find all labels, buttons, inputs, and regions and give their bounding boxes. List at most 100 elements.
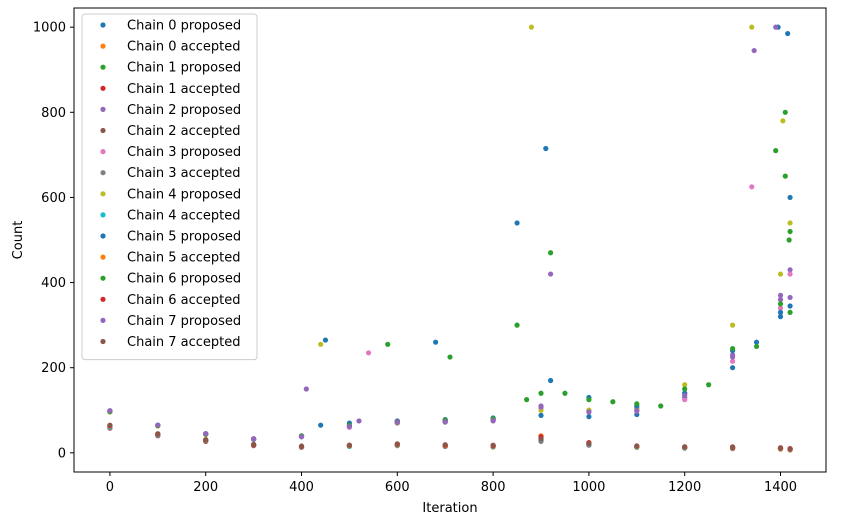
data-point (777, 305, 784, 311)
y-axis: 0 200 400 600 800 1000 (33, 21, 74, 461)
data-point (787, 228, 793, 235)
data-point (634, 401, 640, 407)
data-point (322, 337, 329, 343)
legend-item: Chain 1 proposed (100, 61, 241, 76)
data-point (303, 386, 309, 392)
data-point (394, 420, 400, 426)
data-point (787, 267, 793, 273)
data-point (634, 443, 640, 449)
legend-item: Chain 6 accepted (100, 293, 241, 308)
legend-marker (100, 191, 106, 197)
legend-marker (100, 338, 106, 345)
data-point (751, 47, 757, 54)
data-point (777, 297, 784, 303)
data-point (706, 382, 712, 388)
x-tick-label: 1200 (668, 480, 701, 495)
legend-marker (100, 296, 106, 302)
legend-label: Chain 5 accepted (127, 251, 241, 266)
data-point (538, 412, 544, 418)
data-point (490, 442, 496, 448)
x-tick-label: 0 (106, 480, 114, 495)
legend-label: Chain 3 proposed (127, 145, 241, 160)
legend-item: Chain 6 proposed (100, 272, 241, 287)
x-tick-label: 400 (289, 480, 314, 495)
legend-label: Chain 5 proposed (127, 230, 241, 245)
legend-item: Chain 3 proposed (100, 145, 241, 160)
y-tick-label: 600 (41, 191, 66, 206)
data-point (773, 24, 779, 30)
legend-label: Chain 2 proposed (127, 103, 241, 118)
data-point (773, 148, 779, 154)
legend-label: Chain 3 accepted (127, 166, 241, 181)
data-point (682, 382, 688, 388)
data-point (586, 397, 592, 403)
legend-marker (100, 212, 106, 218)
data-point (730, 365, 736, 371)
legend-marker (100, 254, 106, 260)
data-point (753, 343, 760, 350)
legend-item: Chain 4 proposed (100, 187, 241, 202)
data-point (777, 271, 784, 277)
legend-item: Chain 0 accepted (100, 40, 241, 55)
data-point (777, 292, 784, 298)
x-tick-label: 1000 (572, 480, 605, 495)
legend-marker (100, 85, 106, 91)
data-point (586, 440, 592, 447)
data-point (730, 345, 736, 352)
y-tick-label: 0 (58, 446, 66, 461)
data-point (394, 441, 400, 447)
legend-item: Chain 2 accepted (100, 124, 241, 139)
data-point (777, 445, 784, 451)
legend-item: Chain 0 proposed (100, 19, 241, 34)
legend-frame (81, 13, 258, 361)
data-point (730, 354, 736, 360)
data-point (155, 422, 161, 428)
x-tick-label: 800 (481, 480, 506, 495)
y-tick-label: 400 (41, 276, 66, 291)
legend-marker (100, 149, 106, 155)
legend-marker (100, 317, 106, 323)
data-point (787, 303, 793, 309)
data-point (682, 392, 688, 398)
data-point (447, 354, 453, 360)
series-15 (107, 422, 793, 452)
legend-item: Chain 5 accepted (100, 251, 241, 266)
data-point (682, 444, 688, 450)
legend-item: Chain 1 accepted (100, 82, 241, 97)
data-point (730, 444, 736, 450)
data-point (749, 24, 755, 30)
legend-marker (100, 106, 106, 112)
data-point (682, 397, 688, 403)
data-point (786, 237, 792, 243)
data-point (155, 431, 161, 437)
data-point (365, 350, 372, 356)
data-point (318, 422, 324, 428)
data-point (586, 414, 592, 420)
legend-label: Chain 4 proposed (127, 187, 241, 202)
data-point (107, 422, 113, 428)
data-point (433, 339, 439, 345)
data-point (514, 322, 520, 328)
data-point (780, 118, 786, 124)
legend-item: Chain 4 accepted (100, 208, 241, 223)
series-14 (107, 24, 793, 442)
legend-label: Chain 7 accepted (127, 335, 241, 350)
data-point (586, 409, 592, 415)
data-point (251, 441, 257, 447)
legend-marker (100, 22, 106, 28)
data-point (442, 442, 448, 448)
y-tick-label: 1000 (33, 21, 66, 36)
data-point (298, 443, 305, 449)
data-point (682, 386, 688, 392)
legend-item: Chain 3 accepted (100, 166, 241, 181)
data-point (782, 173, 788, 179)
legend-marker (100, 64, 106, 70)
legend-label: Chain 1 accepted (127, 82, 241, 97)
data-point (787, 220, 793, 226)
data-point (543, 145, 549, 152)
data-point (251, 436, 257, 442)
x-tick-label: 600 (385, 480, 410, 495)
data-point (356, 418, 362, 424)
data-point (787, 309, 793, 315)
